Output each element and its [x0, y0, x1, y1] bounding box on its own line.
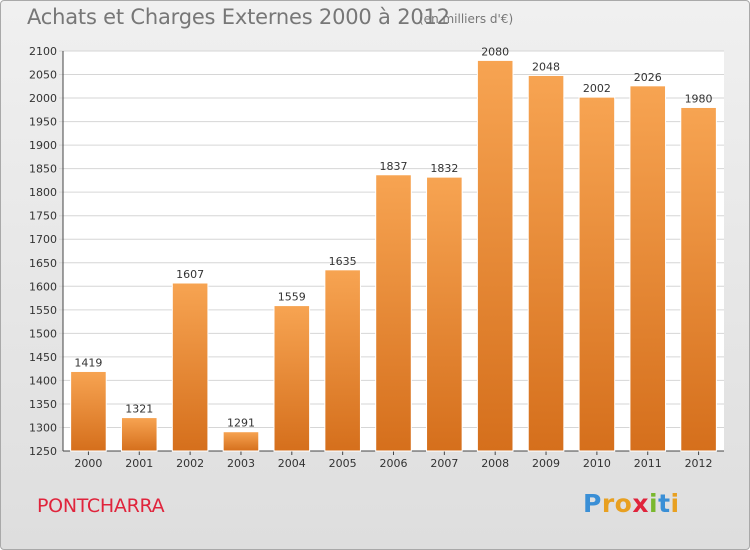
x-tick-label: 2003	[227, 457, 255, 470]
bar	[120, 417, 158, 452]
logo-letter: i	[670, 489, 680, 518]
y-tick-label: 1650	[29, 257, 57, 270]
bar	[476, 59, 514, 452]
logo-letter: o	[614, 489, 633, 518]
x-tick-label: 2001	[125, 457, 153, 470]
logo-letter: r	[601, 489, 615, 518]
bar-value-label: 1635	[329, 255, 357, 268]
bar-value-label: 2002	[583, 82, 611, 95]
bar-value-label: 2026	[634, 71, 662, 84]
y-tick-label: 1600	[29, 280, 57, 293]
bar	[70, 370, 107, 452]
y-tick-label: 1700	[29, 233, 57, 246]
bar-value-label: 1607	[176, 268, 204, 281]
chart-unit-label: (en milliers d'€)	[419, 12, 514, 26]
y-tick-label: 1300	[29, 421, 57, 434]
logo-letter: x	[632, 489, 649, 518]
proxiti-logo: Proxiti	[583, 489, 680, 518]
bar	[171, 282, 209, 452]
x-tick-label: 2011	[634, 457, 662, 470]
y-tick-label: 1800	[29, 186, 57, 199]
y-tick-label: 1550	[29, 304, 57, 317]
bar	[375, 174, 412, 452]
bar	[426, 176, 463, 452]
bar-value-label: 1321	[125, 403, 153, 416]
bar	[324, 269, 361, 452]
bar-value-label: 1419	[74, 356, 102, 369]
y-tick-label: 1450	[29, 351, 57, 364]
bar	[273, 305, 311, 452]
chart-title: Achats et Charges Externes 2000 à 2012	[27, 5, 450, 29]
x-tick-label: 2012	[685, 457, 713, 470]
y-tick-label: 1500	[29, 327, 57, 340]
x-tick-label: 2005	[329, 457, 357, 470]
bar	[222, 431, 260, 452]
x-tick-label: 2006	[380, 457, 408, 470]
bar-value-label: 2080	[481, 45, 509, 58]
logo-letter: t	[658, 489, 671, 518]
bar-value-label: 2048	[532, 60, 560, 73]
y-tick-label: 1900	[29, 139, 57, 152]
bar-value-label: 1837	[380, 160, 408, 173]
y-tick-label: 1400	[29, 374, 57, 387]
y-tick-label: 2100	[29, 45, 57, 58]
y-tick-label: 2000	[29, 92, 57, 105]
bar-value-label: 1559	[278, 291, 306, 304]
x-tick-label: 2007	[430, 457, 458, 470]
town-name: PONTCHARRA	[37, 495, 165, 517]
y-tick-label: 1950	[29, 116, 57, 129]
y-tick-label: 2050	[29, 69, 57, 82]
y-tick-label: 1850	[29, 163, 57, 176]
bar	[680, 106, 717, 452]
logo-letter: P	[583, 489, 602, 518]
labels: 1250 1300 1350 1400 1450 1500 1550 1600 1650 1700…	[29, 45, 713, 470]
x-tick-label: 2009	[532, 457, 560, 470]
y-tick-label: 1350	[29, 398, 57, 411]
x-tick-label: 2010	[583, 457, 611, 470]
y-tick-label: 1250	[29, 445, 57, 458]
y-tick-label: 1750	[29, 210, 57, 223]
logo-letter: i	[649, 489, 659, 518]
x-tick-label: 2002	[176, 457, 204, 470]
bar-value-label: 1291	[227, 417, 255, 430]
bar-value-label: 1832	[430, 162, 458, 175]
x-tick-label: 2000	[74, 457, 102, 470]
bars	[70, 59, 717, 452]
bar	[629, 85, 667, 452]
x-tick-label: 2008	[481, 457, 509, 470]
bar	[578, 96, 616, 452]
x-tick-label: 2004	[278, 457, 306, 470]
bar	[527, 74, 565, 452]
bar-value-label: 1980	[685, 92, 713, 105]
